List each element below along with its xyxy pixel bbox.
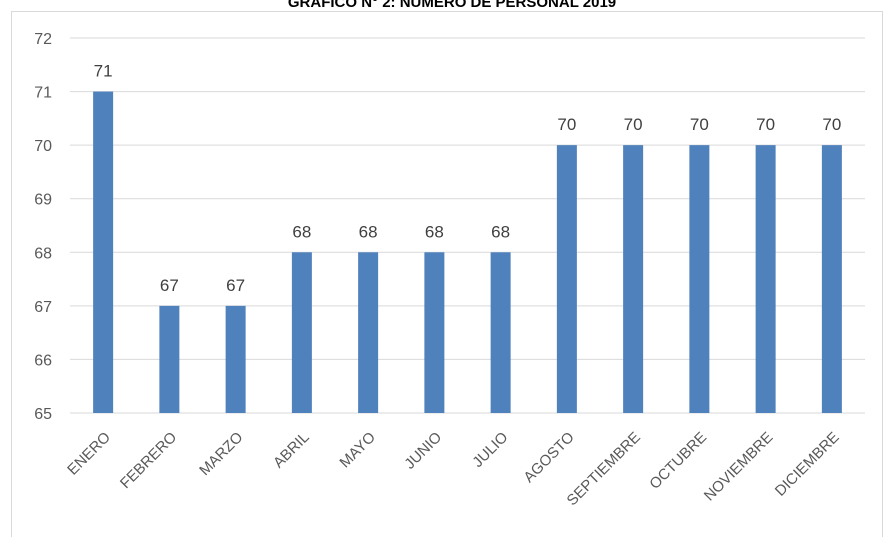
bar-septiembre <box>623 145 644 413</box>
y-tick-label: 68 <box>34 245 52 262</box>
y-tick-label: 65 <box>34 406 52 423</box>
data-label: 68 <box>292 222 311 241</box>
bar-abril <box>291 252 312 413</box>
y-tick-label: 70 <box>34 138 52 155</box>
y-tick-label: 71 <box>34 85 52 102</box>
data-label: 70 <box>822 115 841 134</box>
data-label: 70 <box>557 115 576 134</box>
y-tick-label: 72 <box>34 31 52 48</box>
chart-title: GRAFICO N° 2: NUMERO DE PERSONAL 2019 <box>288 0 616 11</box>
data-label: 68 <box>359 222 378 241</box>
chart-border <box>11 11 883 537</box>
data-label: 70 <box>756 115 775 134</box>
data-label: 70 <box>624 115 643 134</box>
y-tick-label: 69 <box>34 192 52 209</box>
bar-diciembre <box>821 145 842 413</box>
data-label: 67 <box>160 276 179 295</box>
bar-octubre <box>689 145 710 413</box>
bar-febrero <box>159 305 180 413</box>
bar-mayo <box>358 252 379 413</box>
bar-agosto <box>556 145 577 413</box>
bar-junio <box>424 252 445 413</box>
data-label: 68 <box>425 222 444 241</box>
bar-noviembre <box>755 145 776 413</box>
y-tick-label: 67 <box>34 299 52 316</box>
data-label: 68 <box>491 222 510 241</box>
data-label: 71 <box>94 62 113 81</box>
bar-marzo <box>225 305 246 413</box>
bar-enero <box>93 91 114 414</box>
data-label: 67 <box>226 276 245 295</box>
y-tick-label: 66 <box>34 352 52 369</box>
data-label: 70 <box>690 115 709 134</box>
bar-julio <box>490 252 511 413</box>
